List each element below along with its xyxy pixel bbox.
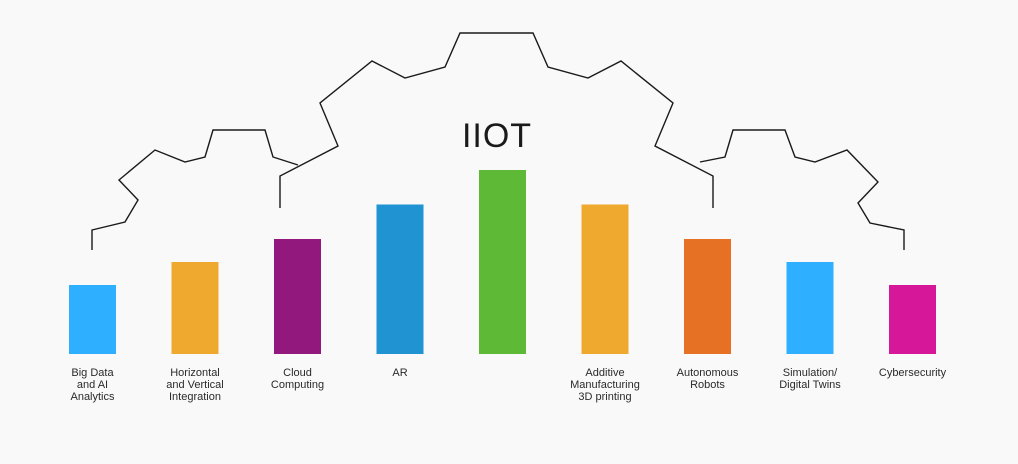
left-gear-outline bbox=[91, 129, 299, 250]
label-ar: AR bbox=[392, 367, 407, 379]
label-line: 3D printing bbox=[578, 391, 631, 403]
label-line: Big Data bbox=[71, 367, 114, 379]
label-line: Additive bbox=[585, 367, 624, 379]
bar-cloud-computing bbox=[274, 239, 321, 354]
bar-group bbox=[69, 170, 936, 354]
bar-additive-manufacturing-3d-printing bbox=[581, 204, 629, 354]
hub-title: IIOT bbox=[462, 117, 532, 155]
bar-big-data-and-ai-analytics bbox=[69, 285, 116, 354]
label-line: Analytics bbox=[70, 391, 115, 403]
label-line: Manufacturing bbox=[570, 379, 640, 391]
label-line: and AI bbox=[77, 379, 108, 391]
label-horizontal-and-vertical-integration: Horizontal and Vertical Integration bbox=[166, 367, 223, 403]
label-line: Computing bbox=[271, 379, 324, 391]
bar-ar bbox=[376, 204, 424, 354]
label-line: Cybersecurity bbox=[879, 367, 947, 379]
label-big-data-and-ai-analytics: Big Data and AI Analytics bbox=[70, 367, 115, 403]
bar-cybersecurity bbox=[889, 285, 936, 354]
central-gear-outline bbox=[279, 32, 714, 208]
label-simulation-digital-twins: Simulation/Digital Twins bbox=[779, 367, 841, 391]
right-gear-outline bbox=[699, 129, 905, 250]
label-line: Horizontal bbox=[170, 367, 220, 379]
label-additive-manufacturing-3d-printing: Additive Manufacturing 3D printing bbox=[570, 367, 640, 403]
label-line: Robots bbox=[690, 379, 725, 391]
label-line: Simulation/ bbox=[783, 367, 838, 379]
label-cybersecurity: Cybersecurity bbox=[879, 367, 947, 379]
label-autonomous-robots: Autonomous Robots bbox=[677, 367, 739, 391]
bar-autonomous-robots bbox=[684, 239, 731, 354]
label-line: Autonomous bbox=[677, 367, 739, 379]
label-group: Big Data and AI Analytics Horizontal and Ver… bbox=[70, 367, 946, 403]
label-line: and Vertical bbox=[166, 379, 223, 391]
bar-horizontal-and-vertical-integration bbox=[171, 262, 219, 354]
label-line: Integration bbox=[169, 391, 221, 403]
label-line: AR bbox=[392, 367, 407, 379]
label-line: Digital Twins bbox=[779, 379, 841, 391]
label-line: Cloud bbox=[283, 367, 312, 379]
bar-iiot-center bbox=[479, 170, 526, 354]
bar-simulation-digital-twins bbox=[786, 262, 834, 354]
label-cloud-computing: Cloud Computing bbox=[271, 367, 324, 391]
